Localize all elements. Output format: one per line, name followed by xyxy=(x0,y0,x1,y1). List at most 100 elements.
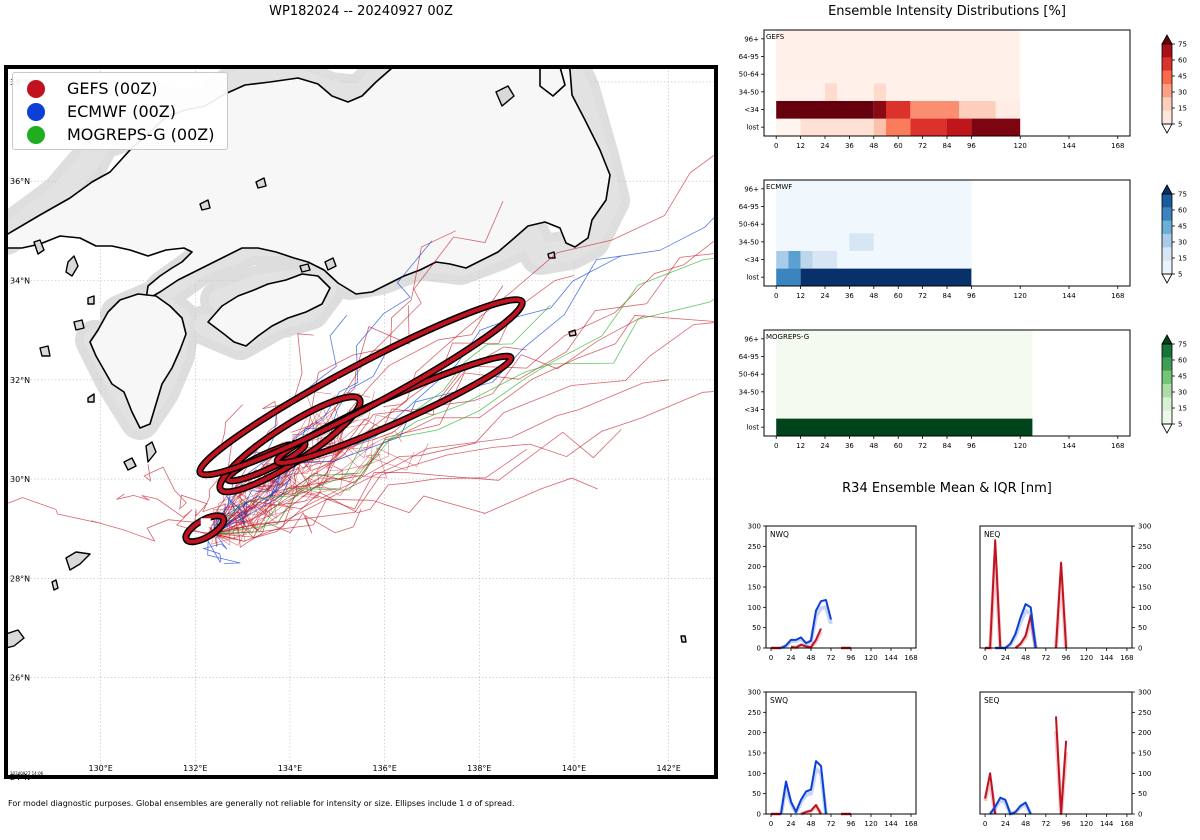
r34-mean-line-gefs xyxy=(984,772,997,815)
y-tick-label: 250 xyxy=(1138,543,1151,551)
x-tick-label: 48 xyxy=(807,820,816,828)
heatmap-cell xyxy=(776,250,789,269)
heatmap-model-label: GEFS xyxy=(766,33,785,41)
lat-tick-label: 32°N xyxy=(10,376,30,385)
x-tick-label: 36 xyxy=(845,142,854,150)
colorbar-tick-label: 15 xyxy=(1178,255,1187,263)
gefs-member-track xyxy=(214,429,622,542)
y-tick-label: 150 xyxy=(748,750,761,758)
x-tick-label: 24 xyxy=(821,442,830,450)
r34-quadrant-label: NWQ xyxy=(770,530,789,539)
x-tick-label: 0 xyxy=(983,654,987,662)
y-tick-label: 34-50 xyxy=(739,238,759,246)
r34-mean-line-gefs xyxy=(1055,561,1068,649)
x-tick-label: 120 xyxy=(1080,654,1093,662)
y-tick-label: 300 xyxy=(1138,523,1151,531)
heatmap-cell xyxy=(776,83,825,101)
r34-plot-seq: SEQ 0 24 48 72 96 120 144 168 0 50 100 150 200 250 300 xyxy=(979,689,1151,828)
heatmap-cell xyxy=(910,118,947,137)
gefs-member-track xyxy=(214,437,389,534)
heatmap-cell xyxy=(776,30,1021,48)
colorbar-segment xyxy=(1162,97,1172,111)
x-tick-label: 72 xyxy=(918,142,927,150)
colorbar-tick-label: 75 xyxy=(1178,341,1187,349)
heatmap-cell xyxy=(776,197,972,216)
colorbar-segment xyxy=(1162,207,1172,221)
y-tick-label: 50 xyxy=(752,790,761,798)
r34-mean-line-gefs xyxy=(800,804,822,815)
heatmap-cell xyxy=(776,330,1033,348)
lon-tick-label: 138°E xyxy=(467,764,491,773)
x-tick-label: 12 xyxy=(796,142,805,150)
kyushu xyxy=(89,293,187,429)
heatmap-cell xyxy=(776,47,1021,66)
colorbar-tick-label: 75 xyxy=(1178,191,1187,199)
y-tick-label: 200 xyxy=(1138,563,1151,571)
x-tick-label: 0 xyxy=(774,142,778,150)
heatmap-mogreps-g: MOGREPS-G lost <34 34-50 50-64 64-95 96+ 0 12 24 3… xyxy=(739,329,1187,450)
x-tick-label: 120 xyxy=(1080,820,1093,828)
x-tick-label: 48 xyxy=(1021,654,1030,662)
heatmap-cell xyxy=(849,233,874,251)
heatmap-cell xyxy=(776,65,1021,84)
mogreps-member-track xyxy=(214,297,716,535)
heatmap-cell xyxy=(825,83,838,101)
colorbar-tick-label: 5 xyxy=(1178,271,1182,279)
x-tick-label: 24 xyxy=(821,292,830,300)
x-tick-label: 60 xyxy=(894,142,903,150)
colorbar-tick-label: 5 xyxy=(1178,421,1182,429)
y-tick-label: 64-95 xyxy=(739,203,759,211)
ellipse-label-bg xyxy=(200,518,211,528)
y-tick-label: 0 xyxy=(757,811,761,819)
r34-mean-line-ecmwf xyxy=(780,760,827,815)
x-tick-label: 72 xyxy=(1041,820,1050,828)
y-tick-label: 64-95 xyxy=(739,353,759,361)
x-tick-label: 168 xyxy=(904,820,917,828)
x-tick-label: 0 xyxy=(774,442,778,450)
lat-tick-label: 34°N xyxy=(10,276,30,285)
colorbar-tick-label: 45 xyxy=(1178,373,1187,381)
heatmap-cell xyxy=(886,100,911,119)
colorbar-tick-label: 45 xyxy=(1178,223,1187,231)
x-tick-label: 144 xyxy=(1100,820,1114,828)
colorbar-segment xyxy=(1162,57,1172,71)
ellipse-label-bg xyxy=(337,378,348,388)
x-tick-label: 168 xyxy=(1111,442,1124,450)
colorbar-tick-label: 5 xyxy=(1178,121,1182,129)
colorbar-segment xyxy=(1162,357,1172,371)
colorbar-max-arrow xyxy=(1161,184,1173,195)
y-tick-label: 150 xyxy=(748,584,761,592)
y-tick-label: 100 xyxy=(1138,770,1151,778)
colorbar-frame xyxy=(1161,193,1173,275)
y-tick-label: lost xyxy=(746,274,759,282)
y-tick-label: 200 xyxy=(748,729,761,737)
y-tick-label: 96+ xyxy=(744,185,759,193)
spread-ellipse xyxy=(183,513,226,544)
gefs-member-track xyxy=(214,390,716,535)
r34-plot-swq: SWQ 0 24 48 72 96 120 144 168 0 50 100 150 200 250 300 xyxy=(748,689,918,829)
gefs-member-track xyxy=(214,430,402,546)
ellipse-label-bg xyxy=(282,432,293,442)
x-tick-label: 24 xyxy=(787,654,796,662)
x-tick-label: 144 xyxy=(1062,442,1076,450)
colorbar: 75 60 45 30 15 5 xyxy=(1161,334,1187,434)
r34-quadrant-label: NEQ xyxy=(984,530,1000,539)
x-tick-label: 0 xyxy=(774,292,778,300)
r34-quadrant-label: SEQ xyxy=(984,696,999,705)
y-tick-label: 50 xyxy=(1138,790,1147,798)
colorbar-segment xyxy=(1162,370,1172,385)
heatmap-cell xyxy=(886,83,1021,101)
colorbar-tick-label: 15 xyxy=(1178,405,1187,413)
colorbar-min-arrow xyxy=(1161,423,1173,434)
x-tick-label: 168 xyxy=(1120,820,1133,828)
heatmap-cell xyxy=(800,268,972,287)
lon-tick-label: 140°E xyxy=(562,764,586,773)
colorbar-min-arrow xyxy=(1161,123,1173,134)
gefs-member-track xyxy=(214,436,388,539)
colorbar-segment xyxy=(1162,84,1172,98)
colorbar-tick-label: 30 xyxy=(1178,89,1187,97)
r34-quadrant-label: SWQ xyxy=(770,696,788,705)
colorbar-tick-label: 15 xyxy=(1178,105,1187,113)
x-tick-label: 36 xyxy=(845,292,854,300)
